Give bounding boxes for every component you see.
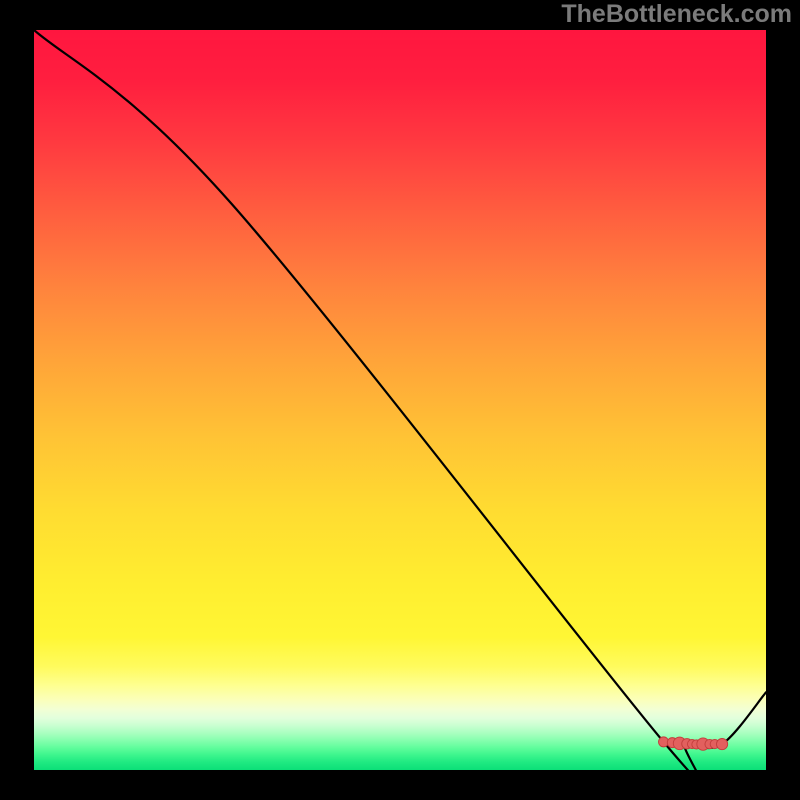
- bottleneck-curve: [34, 30, 766, 770]
- plot-area: [34, 30, 766, 770]
- line-and-markers: [34, 30, 766, 770]
- watermark-text: TheBottleneck.com: [561, 0, 792, 29]
- chart-stage: TheBottleneck.com: [0, 0, 800, 800]
- data-marker: [716, 739, 727, 750]
